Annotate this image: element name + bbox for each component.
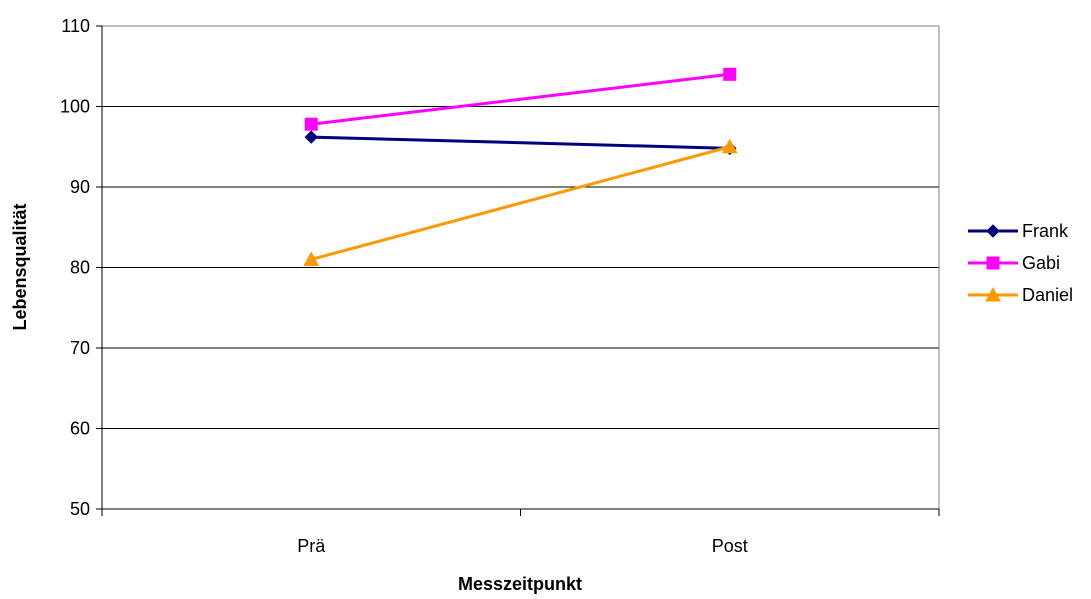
y-tick-label: 110	[61, 16, 90, 36]
y-axis: 50 60 70 80 90 100 110	[60, 16, 103, 519]
y-tick-label: 90	[70, 177, 90, 197]
series-line-daniel	[310, 145, 731, 261]
legend-label: Daniel	[1022, 285, 1073, 305]
y-tick-label: 70	[70, 338, 90, 358]
legend: Frank Gabi Daniel	[968, 221, 1073, 305]
legend-marker	[986, 256, 1000, 270]
legend-item-gabi: Gabi	[968, 253, 1060, 273]
x-tick-label: Post	[712, 536, 748, 556]
x-axis-title: Messzeitpunkt	[458, 574, 582, 594]
legend-marker	[986, 224, 1000, 238]
x-axis: Prä Post	[101, 508, 940, 556]
y-axis-title: Lebensqualität	[10, 203, 30, 330]
y-tick-label: 80	[70, 258, 90, 278]
y-tick-label: 50	[70, 499, 90, 519]
gridlines	[102, 106, 939, 429]
legend-marker	[985, 286, 1001, 302]
x-tick-label: Prä	[297, 536, 326, 556]
y-tick-label: 60	[70, 419, 90, 439]
series-line-frank	[311, 135, 730, 150]
series-group	[303, 67, 738, 266]
legend-label: Gabi	[1022, 253, 1060, 273]
series-line-gabi	[311, 72, 730, 126]
data-point-daniel	[303, 251, 320, 266]
data-point-daniel	[721, 138, 738, 154]
data-point-frank	[304, 130, 318, 144]
y-tick-label: 100	[60, 97, 90, 117]
data-point-gabi	[723, 67, 737, 81]
data-point-gabi	[304, 117, 318, 131]
legend-label: Frank	[1022, 221, 1069, 241]
legend-item-frank: Frank	[968, 221, 1069, 241]
legend-item-daniel: Daniel	[968, 285, 1073, 305]
